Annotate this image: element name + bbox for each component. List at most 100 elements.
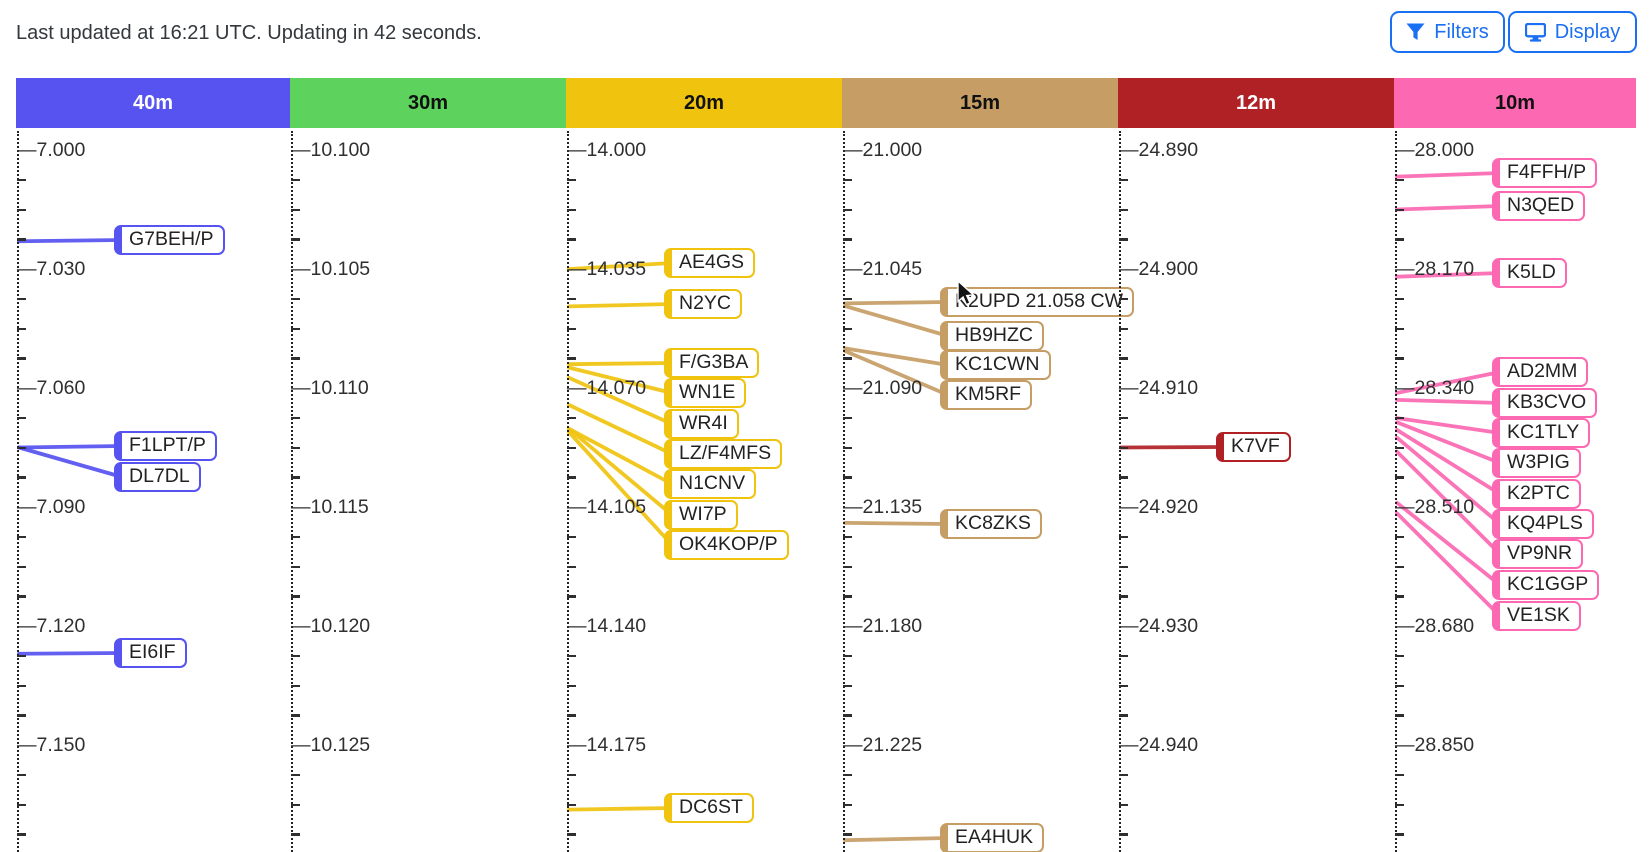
minor-tick — [1119, 178, 1128, 182]
spot-line-F4FFH/P — [1395, 171, 1502, 179]
display-button-label: Display — [1554, 20, 1621, 43]
minor-tick — [291, 327, 300, 330]
minor-tick — [291, 654, 300, 658]
band-header-10m: 10m — [1394, 78, 1636, 128]
spot-EI6IF[interactable]: EI6IF — [114, 638, 187, 668]
spot-F4FFH/P[interactable]: F4FFH/P — [1492, 158, 1598, 188]
minor-tick — [843, 416, 852, 420]
spot-VE1SK[interactable]: VE1SK — [1492, 601, 1581, 631]
tick-label-20m: —14.175 — [567, 734, 647, 756]
minor-tick — [567, 416, 576, 420]
frequency-axis-12m — [1119, 131, 1121, 852]
spot-KQ4PLS[interactable]: KQ4PLS — [1492, 509, 1594, 539]
tick-label-12m: —24.890 — [1119, 139, 1199, 161]
spot-EA4HUK[interactable]: EA4HUK — [940, 823, 1045, 852]
spot-K7VF[interactable]: K7VF — [1216, 432, 1291, 462]
spot-W3PIG[interactable]: W3PIG — [1492, 448, 1581, 478]
minor-tick — [843, 535, 852, 539]
minor-tick — [1119, 565, 1128, 568]
spot-line-K7VF — [1119, 445, 1226, 450]
minor-tick — [843, 238, 852, 241]
spot-G7BEH/P[interactable]: G7BEH/P — [114, 225, 225, 255]
minor-tick — [1395, 327, 1404, 330]
tick-label-12m: —24.900 — [1119, 258, 1199, 280]
minor-tick — [291, 595, 300, 598]
minor-tick — [1395, 238, 1404, 241]
minor-tick — [1395, 833, 1404, 836]
minor-tick — [843, 714, 852, 717]
minor-tick — [1119, 714, 1128, 717]
minor-tick — [843, 833, 852, 836]
spot-DL7DL[interactable]: DL7DL — [114, 462, 201, 492]
minor-tick — [843, 178, 852, 182]
spot-WN1E[interactable]: WN1E — [664, 378, 747, 408]
minor-tick — [17, 238, 26, 241]
minor-tick — [17, 357, 26, 360]
spot-line-N3QED — [1395, 204, 1502, 212]
spot-K2PTC[interactable]: K2PTC — [1492, 479, 1581, 509]
minor-tick — [1119, 476, 1128, 479]
minor-tick — [17, 714, 26, 717]
spot-KC8ZKS[interactable]: KC8ZKS — [940, 509, 1042, 539]
spot-AE4GS[interactable]: AE4GS — [664, 248, 756, 278]
minor-tick — [17, 178, 26, 182]
display-button[interactable]: Display — [1508, 11, 1637, 53]
spot-line-DL7DL — [17, 445, 124, 479]
minor-tick — [17, 595, 26, 598]
filters-button[interactable]: Filters — [1390, 11, 1505, 53]
tick-label-15m: —21.045 — [843, 258, 923, 280]
spot-line-EA4HUK — [843, 836, 950, 843]
tick-label-40m: —7.090 — [17, 496, 86, 518]
spot-F/G3BA[interactable]: F/G3BA — [664, 348, 760, 378]
minor-tick — [291, 714, 300, 717]
minor-tick — [1119, 803, 1128, 806]
band-header-12m: 12m — [1118, 78, 1394, 128]
spot-N3QED[interactable]: N3QED — [1492, 191, 1586, 221]
spot-K5LD[interactable]: K5LD — [1492, 258, 1567, 288]
minor-tick — [567, 178, 576, 182]
minor-tick — [567, 357, 576, 360]
spot-KB3CVO[interactable]: KB3CVO — [1492, 388, 1598, 418]
minor-tick — [843, 595, 852, 598]
minor-tick — [567, 714, 576, 717]
spot-KC1GGP[interactable]: KC1GGP — [1492, 570, 1600, 600]
spot-WI7P[interactable]: WI7P — [664, 500, 738, 530]
tick-label-30m: —10.115 — [291, 496, 369, 518]
minor-tick — [843, 773, 852, 777]
spot-line-KC1CWN — [843, 346, 950, 367]
minor-tick — [17, 208, 26, 211]
minor-tick — [291, 208, 300, 211]
spot-OK4KOP/P[interactable]: OK4KOP/P — [664, 530, 789, 560]
tick-label-12m: —24.910 — [1119, 377, 1199, 399]
minor-tick — [1119, 684, 1128, 687]
tick-label-15m: —21.225 — [843, 734, 923, 756]
tick-label-10m: —28.850 — [1395, 734, 1475, 756]
minor-tick — [1395, 803, 1404, 806]
spot-DC6ST[interactable]: DC6ST — [664, 793, 754, 823]
minor-tick — [17, 833, 26, 836]
minor-tick — [291, 535, 300, 539]
tick-label-20m: —14.105 — [567, 496, 647, 518]
spot-N2YC[interactable]: N2YC — [664, 289, 743, 319]
minor-tick — [1395, 654, 1404, 658]
minor-tick — [843, 446, 852, 449]
spot-LZ/F4MFS[interactable]: LZ/F4MFS — [664, 439, 783, 469]
spot-N1CNV[interactable]: N1CNV — [664, 469, 757, 499]
frequency-axis-20m — [567, 131, 569, 852]
spot-F1LPT/P[interactable]: F1LPT/P — [114, 431, 217, 461]
spot-K2UPD[interactable]: K2UPD 21.058 CW — [940, 287, 1134, 317]
spot-VP9NR[interactable]: VP9NR — [1492, 539, 1584, 569]
spot-KC1CWN[interactable]: KC1CWN — [940, 350, 1051, 380]
frequency-axis-30m — [291, 131, 293, 852]
spot-HB9HZC[interactable]: HB9HZC — [940, 321, 1045, 351]
spot-KC1TLY[interactable]: KC1TLY — [1492, 418, 1591, 448]
spot-WR4I[interactable]: WR4I — [664, 409, 739, 439]
minor-tick — [567, 773, 576, 777]
tick-label-20m: —14.000 — [567, 139, 647, 161]
minor-tick — [567, 297, 576, 301]
spot-AD2MM[interactable]: AD2MM — [1492, 357, 1589, 387]
minor-tick — [1395, 178, 1404, 182]
tick-label-20m: —14.070 — [567, 377, 647, 399]
tick-label-30m: —10.110 — [291, 377, 369, 399]
spot-KM5RF[interactable]: KM5RF — [940, 380, 1033, 410]
